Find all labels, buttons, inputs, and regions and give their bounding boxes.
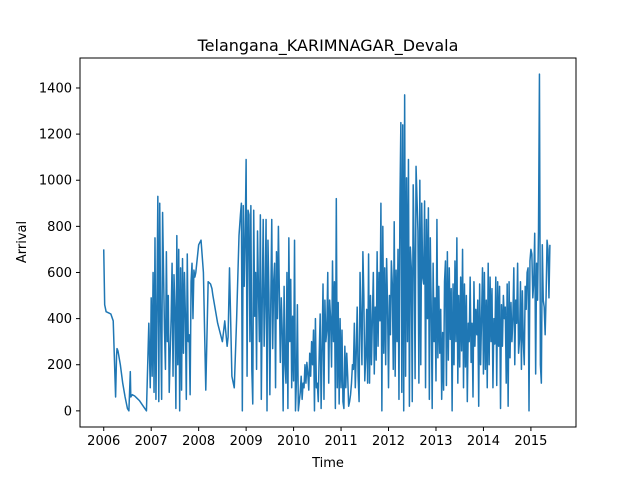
y-tick-label: 600: [47, 266, 72, 281]
x-axis-label: Time: [311, 456, 344, 471]
y-tick-label: 800: [47, 220, 72, 235]
y-axis: 0 200 400 600 800 1000 1200 1400: [39, 81, 80, 419]
y-tick-label: 1000: [39, 174, 72, 189]
y-tick-label: 1200: [39, 128, 72, 143]
x-tick-label: 2010: [277, 434, 310, 449]
y-tick-label: 200: [47, 358, 72, 373]
series-line-0: [102, 73, 551, 412]
x-tick-label: 2011: [325, 434, 358, 449]
y-tick-label: 0: [64, 404, 72, 419]
x-tick-label: 2013: [419, 434, 452, 449]
y-tick-label: 1400: [39, 81, 72, 96]
x-axis: 2006 2007 2008 2009 2010 2011 2012 2013 2014 2015: [87, 427, 547, 449]
x-tick-label: 2014: [467, 434, 500, 449]
y-tick-label: 400: [47, 312, 72, 327]
axes-frame: [79, 57, 577, 428]
y-axis-label: Arrival: [15, 221, 30, 263]
x-tick-label: 2012: [372, 434, 405, 449]
chart-title: Telangana_KARIMNAGAR_Devala: [197, 36, 459, 56]
x-tick-label: 2015: [514, 434, 547, 449]
plot-area: [102, 73, 551, 412]
x-tick-label: 2009: [230, 434, 263, 449]
x-tick-label: 2006: [87, 434, 120, 449]
x-tick-label: 2008: [182, 434, 215, 449]
x-tick-label: 2007: [135, 434, 168, 449]
